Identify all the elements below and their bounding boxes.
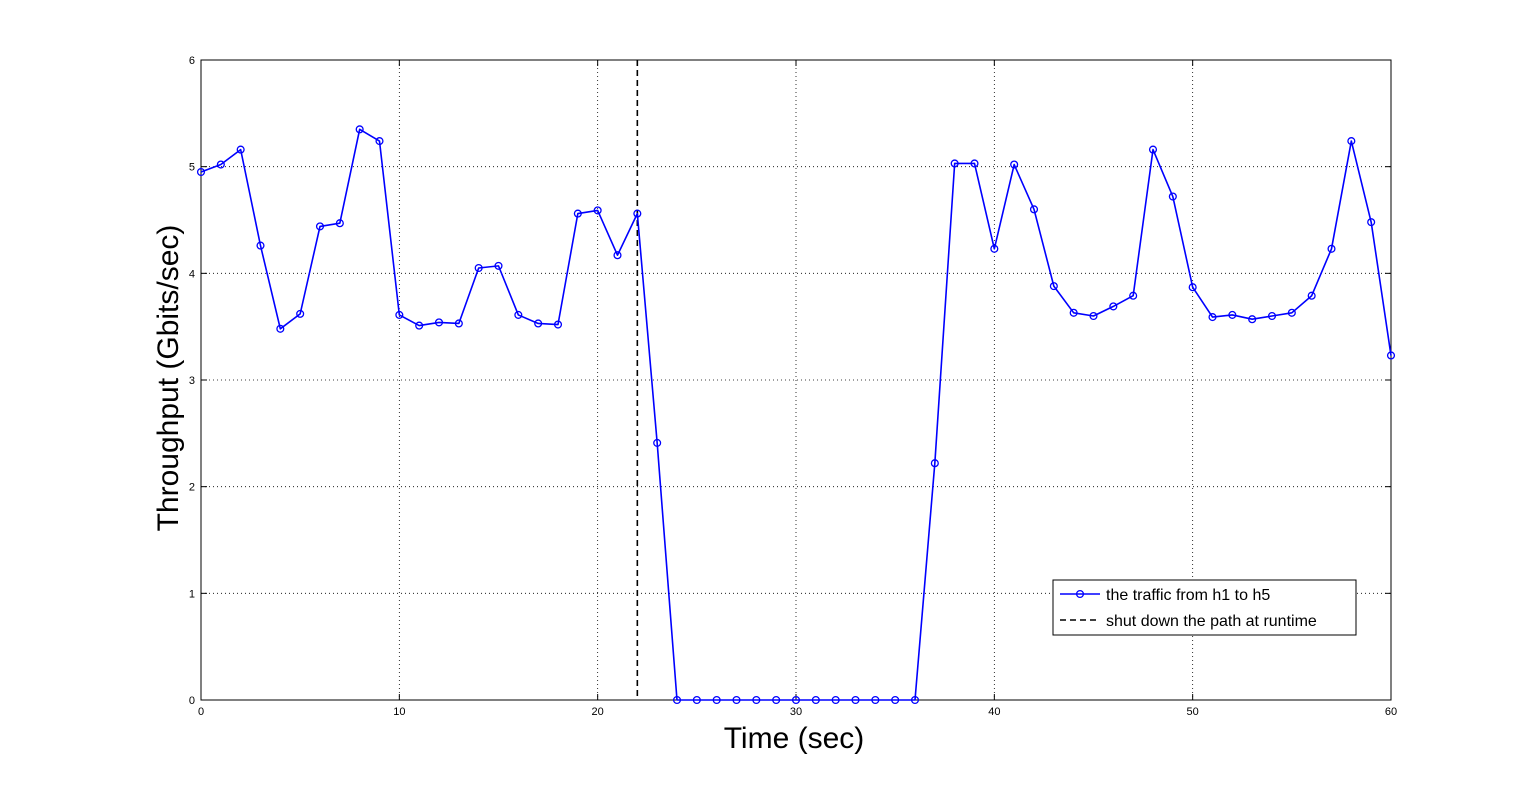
data-point: [672, 695, 682, 705]
data-point: [573, 209, 582, 218]
data-point: [315, 222, 325, 231]
grid: [201, 60, 1391, 700]
data-point: [1327, 244, 1336, 253]
y-tick-label: 6: [189, 55, 195, 67]
data-point: [196, 167, 206, 177]
legend: the traffic from h1 to h5 shut down the …: [1052, 579, 1357, 636]
data-point: [1049, 282, 1058, 291]
y-tick-label: 0: [189, 695, 195, 707]
x-tick-label: 10: [393, 706, 405, 718]
data-point: [1208, 313, 1217, 322]
series-line: [200, 128, 1392, 701]
data-point: [375, 137, 384, 146]
data-point: [752, 695, 761, 705]
data-point: [910, 695, 920, 705]
y-tick-label: 1: [189, 588, 195, 600]
x-tick-label: 30: [790, 706, 802, 718]
data-point: [1188, 283, 1197, 292]
data-point: [891, 695, 900, 705]
data-point: [296, 309, 305, 318]
y-tick-label: 4: [189, 268, 195, 280]
data-point: [216, 160, 225, 169]
data-point: [474, 263, 483, 273]
data-point: [791, 695, 801, 705]
y-axis-title: Throughput (Gbits/sec): [152, 225, 185, 532]
data-point: [1386, 351, 1396, 360]
data-point: [692, 695, 701, 705]
data-point: [454, 319, 463, 328]
legend-series-marker: [1075, 589, 1085, 599]
data-point: [990, 244, 999, 253]
data-point: [1029, 205, 1039, 214]
data-point: [236, 145, 245, 154]
data-point: [1109, 302, 1118, 311]
data-point: [335, 219, 344, 228]
y-tick-label: 3: [189, 375, 195, 387]
data-point: [712, 695, 721, 705]
legend-box: [1052, 579, 1357, 636]
legend-series-label: the traffic from h1 to h5: [1106, 587, 1270, 604]
data-point: [1089, 311, 1098, 321]
data-point: [1248, 315, 1257, 324]
data-point: [613, 251, 622, 260]
data-point: [811, 695, 820, 705]
data-point: [950, 159, 959, 168]
data-point: [732, 695, 741, 705]
data-point: [1307, 291, 1316, 300]
legend-annotation-label: shut down the path at runtime: [1106, 613, 1317, 630]
data-point: [633, 209, 642, 218]
x-tick-label: 0: [198, 706, 204, 718]
data-point: [1148, 145, 1158, 154]
data-point: [1287, 308, 1296, 317]
data-point: [415, 321, 424, 330]
x-tick-label: 60: [1385, 706, 1397, 718]
data-point: [871, 695, 880, 705]
data-point: [970, 159, 979, 168]
data-point: [1347, 137, 1356, 146]
data-point: [1010, 160, 1019, 169]
data-point: [1129, 291, 1138, 300]
y-tick-label: 5: [189, 162, 195, 174]
data-point: [256, 241, 265, 250]
data-point: [514, 310, 523, 319]
series: [196, 125, 1396, 705]
axis-ticks: [200, 59, 1392, 701]
data-point: [1069, 308, 1078, 317]
x-tick-label: 50: [1187, 706, 1199, 718]
x-tick-label: 20: [592, 706, 604, 718]
data-point: [772, 695, 781, 705]
data-point: [1228, 310, 1237, 319]
y-tick-label: 2: [189, 482, 195, 494]
data-point: [851, 695, 860, 705]
data-point: [494, 261, 503, 270]
data-point: [553, 320, 563, 329]
data-point: [593, 206, 602, 215]
data-point: [653, 438, 662, 447]
data-point: [930, 459, 939, 468]
data-point: [1367, 218, 1376, 227]
data-point: [1168, 192, 1177, 201]
data-point: [831, 695, 840, 705]
x-tick-label: 40: [988, 706, 1000, 718]
data-point: [355, 125, 364, 134]
data-point: [434, 318, 444, 327]
data-point: [276, 324, 285, 333]
data-point: [395, 310, 404, 319]
data-point: [1267, 311, 1277, 321]
axis-tick-labels: 0 10 20 30 40 50 60 0 1 2 3 4 5 6: [189, 55, 1397, 718]
x-axis-title: Time (sec): [724, 722, 865, 755]
data-point: [534, 319, 543, 328]
